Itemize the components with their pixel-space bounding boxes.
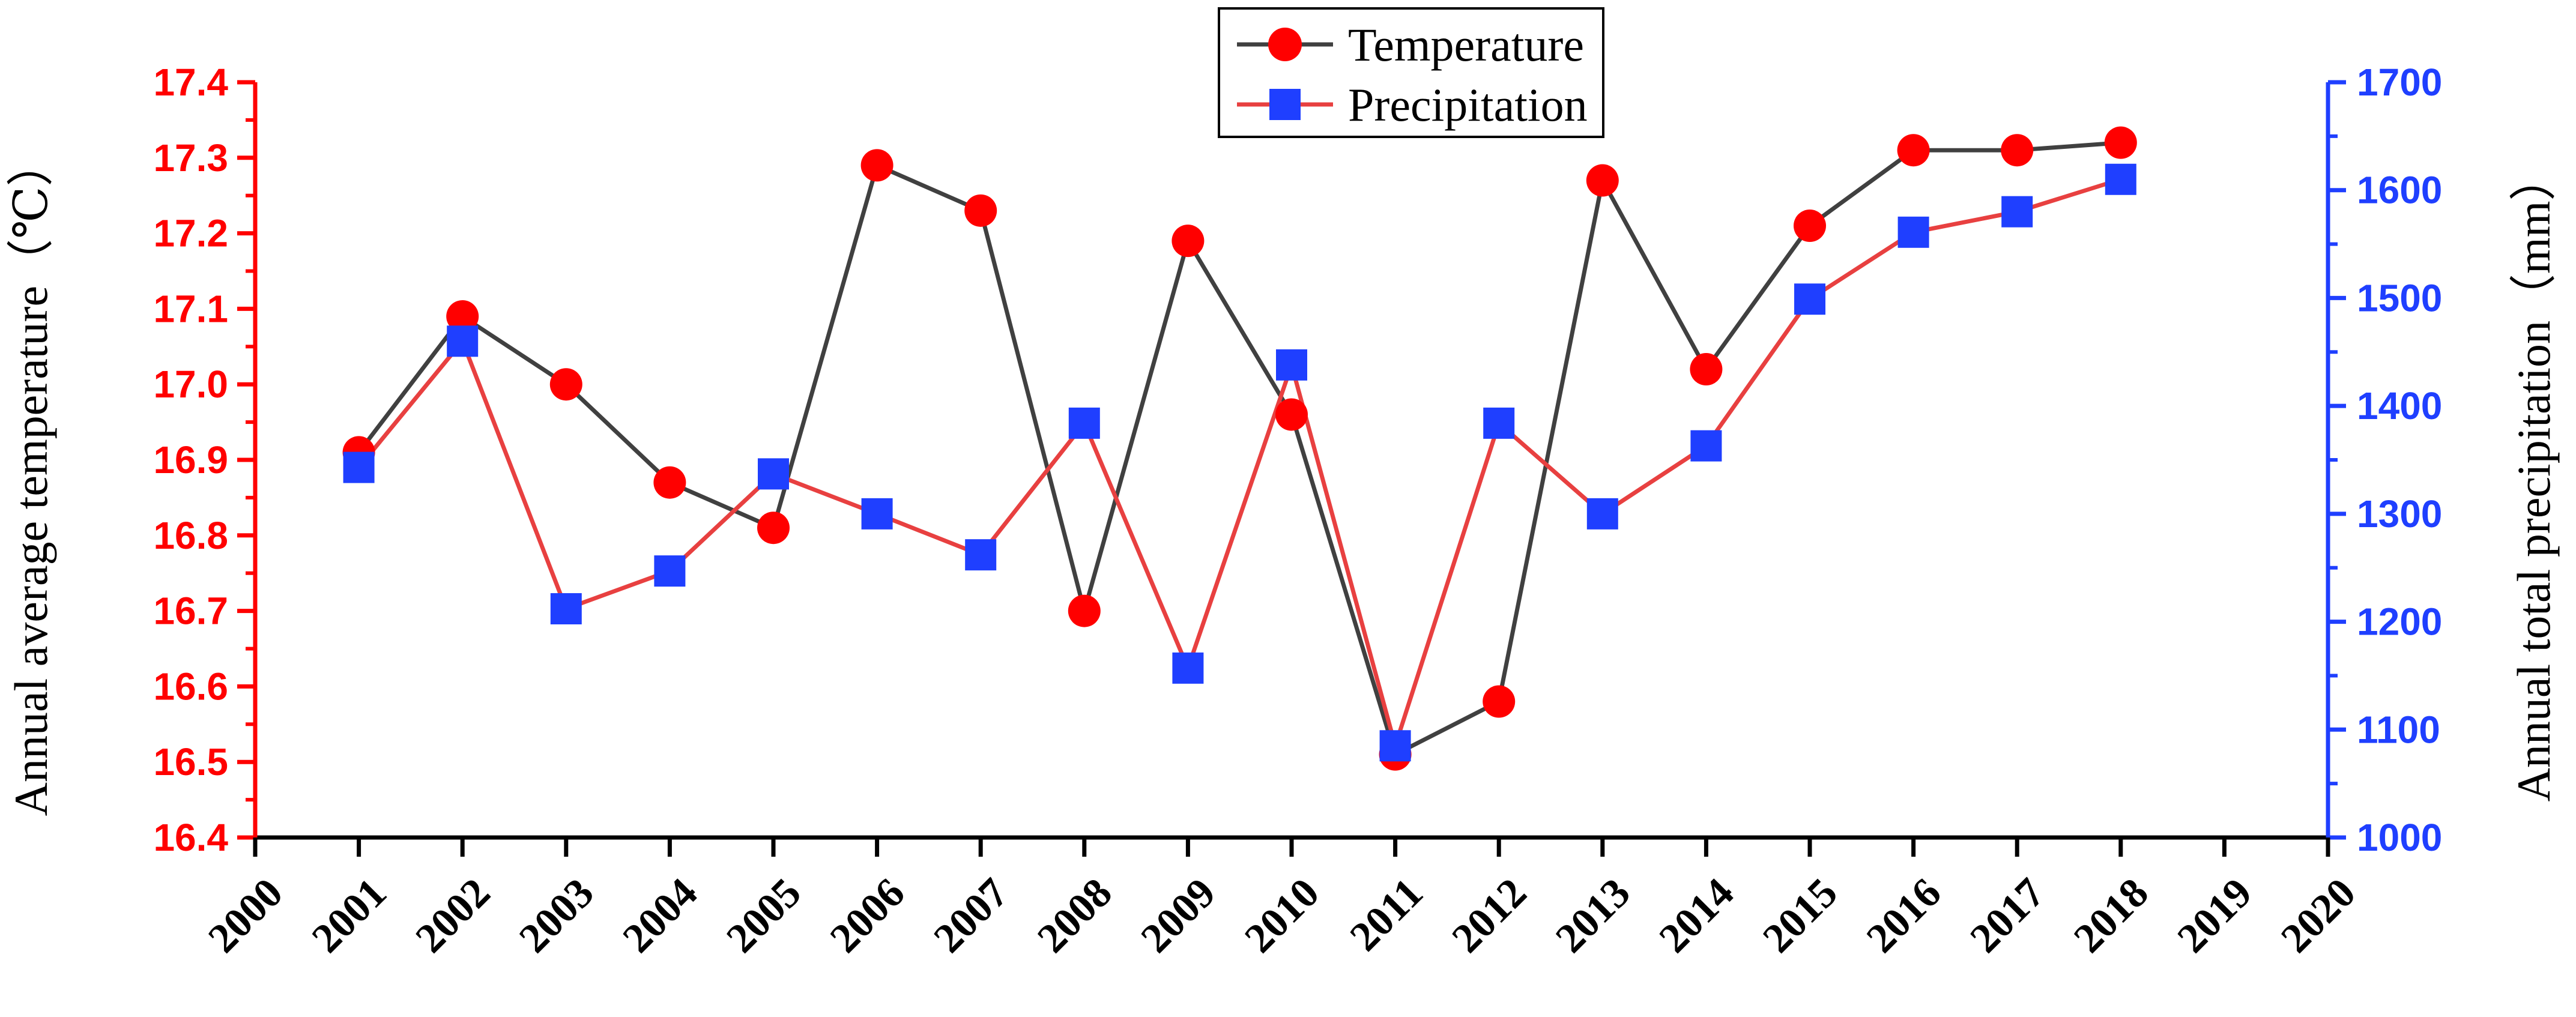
y-left-tick-label: 17.3 bbox=[153, 136, 228, 180]
precipitation-point bbox=[1483, 407, 1515, 439]
precipitation-point bbox=[1690, 430, 1722, 462]
precipitation-point bbox=[758, 458, 789, 490]
x-tick-label: 2010 bbox=[1236, 870, 1328, 962]
x-tick-label: 2003 bbox=[510, 870, 602, 962]
x-tick-label: 2009 bbox=[1132, 870, 1224, 962]
x-tick-label: 2008 bbox=[1029, 870, 1120, 962]
x-tick-label: 2001 bbox=[303, 870, 395, 962]
y-right-tick-label: 1700 bbox=[2357, 61, 2442, 104]
y-left-tick-label: 17.2 bbox=[153, 212, 228, 255]
y-left-tick-label: 16.5 bbox=[153, 740, 228, 783]
temperature-point bbox=[2001, 134, 2034, 167]
x-tick-label: 2020 bbox=[2273, 870, 2365, 962]
precipitation-point bbox=[447, 325, 479, 357]
x-tick-label: 2000 bbox=[200, 870, 292, 962]
legend-label-precipitation: Precipitation bbox=[1348, 79, 1588, 131]
temperature-point bbox=[2104, 126, 2137, 159]
precipitation-point bbox=[1897, 216, 1929, 248]
x-tick-label: 2014 bbox=[1651, 870, 1743, 962]
temperature-point bbox=[757, 512, 790, 545]
temperature-point bbox=[549, 368, 582, 401]
y-left-tick-label: 16.4 bbox=[153, 816, 228, 859]
y-right-tick-label: 1600 bbox=[2357, 169, 2442, 212]
y-left-tick-label: 17.0 bbox=[153, 363, 228, 406]
x-tick-label: 2011 bbox=[1341, 870, 1432, 961]
x-tick-label: 2016 bbox=[1858, 870, 1950, 962]
temperature-point bbox=[1275, 398, 1308, 431]
precipitation-point bbox=[1379, 730, 1411, 762]
temperature-point bbox=[1794, 210, 1826, 243]
y-left-tick-label: 17.4 bbox=[153, 61, 228, 104]
y-left-tick-label: 16.8 bbox=[153, 514, 228, 557]
x-tick-label: 2006 bbox=[821, 870, 913, 962]
precipitation-point bbox=[550, 593, 582, 625]
y-left-tick-label: 16.9 bbox=[153, 438, 228, 481]
precipitation-point bbox=[1068, 407, 1100, 439]
x-tick-label: 2002 bbox=[407, 870, 499, 962]
precipitation-point bbox=[1276, 349, 1307, 381]
y-left-tick-label: 17.1 bbox=[153, 287, 228, 330]
temperature-point bbox=[1068, 594, 1101, 627]
y-right-tick-label: 1500 bbox=[2357, 276, 2442, 319]
y-left-axis-title: Annual average temperature（℃） bbox=[5, 140, 57, 816]
temperature-point bbox=[1172, 225, 1205, 258]
precipitation-point bbox=[1794, 283, 1825, 315]
x-tick-label: 2015 bbox=[1755, 870, 1846, 962]
x-tick-label: 2019 bbox=[2169, 870, 2261, 962]
temperature-point bbox=[653, 466, 686, 499]
precipitation-point bbox=[1586, 498, 1618, 530]
series-markers-layer bbox=[342, 126, 2137, 771]
legend-marker-temperature bbox=[1268, 28, 1302, 61]
series-lines-layer bbox=[357, 140, 2121, 757]
precipitation-point bbox=[861, 498, 893, 530]
precipitation-point bbox=[1172, 652, 1204, 684]
axes-layer: 16.4 16.5 16.6 16.7 16.8 16.9 17.0 17.1 17.2 17.3… bbox=[5, 61, 2560, 962]
temperature-point bbox=[1586, 164, 1619, 197]
temperature-point bbox=[860, 149, 893, 182]
y-left-tick-label: 16.6 bbox=[153, 665, 228, 708]
legend-marker-precipitation bbox=[1269, 89, 1301, 120]
precipitation-point bbox=[343, 451, 375, 483]
precipitation-point bbox=[965, 539, 997, 571]
legend: Temperature Precipitation bbox=[1218, 7, 1604, 138]
y-left-tick-label: 16.7 bbox=[153, 590, 228, 633]
temperature-point bbox=[964, 194, 997, 227]
y-right-tick-label: 1100 bbox=[2357, 708, 2440, 751]
x-tick-label: 2005 bbox=[718, 870, 810, 962]
temperature-point bbox=[1690, 353, 1723, 386]
y-right-tick-label: 1000 bbox=[2357, 816, 2442, 859]
x-tick-label: 2012 bbox=[1444, 870, 1535, 962]
x-tick-label: 2013 bbox=[1547, 870, 1639, 962]
y-right-axis-title: Annual total precipitation（mm） bbox=[2508, 154, 2560, 802]
precipitation-point bbox=[2001, 196, 2033, 228]
precipitation-point bbox=[654, 555, 686, 587]
temperature-series-line bbox=[357, 140, 2121, 757]
temperature-point bbox=[1483, 685, 1516, 718]
x-tick-label: 2004 bbox=[614, 870, 706, 962]
x-tick-label: 2018 bbox=[2065, 870, 2157, 962]
precipitation-point bbox=[2105, 163, 2136, 195]
x-tick-label: 2017 bbox=[1962, 870, 2054, 962]
y-right-tick-label: 1300 bbox=[2357, 492, 2442, 536]
y-right-tick-label: 1200 bbox=[2357, 600, 2442, 644]
temperature-point bbox=[446, 300, 479, 333]
legend-label-temperature: Temperature bbox=[1348, 19, 1584, 71]
y-right-tick-label: 1400 bbox=[2357, 384, 2442, 427]
temperature-point bbox=[1897, 134, 1930, 167]
precipitation-series-line bbox=[357, 177, 2121, 748]
x-tick-label: 2007 bbox=[925, 870, 1017, 962]
